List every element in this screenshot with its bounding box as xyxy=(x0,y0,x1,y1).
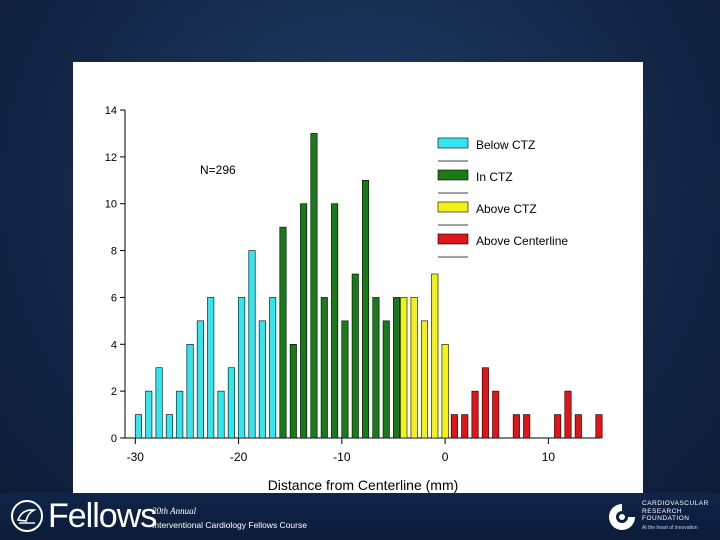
x-tick-label: 10 xyxy=(542,450,556,464)
x-axis-label: Distance from Centerline (mm) xyxy=(268,477,459,493)
bar-below-ctz xyxy=(186,343,194,439)
chart-panel: 0 2 4 6 8 10 12 14 -30 -20 -10 0 10 N=296 Distance fro… xyxy=(73,62,643,495)
bar-in-ctz xyxy=(382,320,390,439)
bar-above-centerline xyxy=(461,414,469,439)
bar-above-centerline xyxy=(564,390,572,439)
legend-label: Above CTZ xyxy=(476,202,537,216)
x-tick-label: -30 xyxy=(127,450,145,464)
bar-in-ctz xyxy=(310,133,318,439)
bar-below-ctz xyxy=(155,367,163,439)
bar-below-ctz xyxy=(134,414,142,439)
histogram-chart: 0 2 4 6 8 10 12 14 -30 -20 -10 0 10 N=296 Distance fro… xyxy=(105,105,603,493)
bar-below-ctz xyxy=(207,297,215,439)
crf-logo-icon xyxy=(609,504,635,530)
legend-swatch xyxy=(437,137,469,149)
crf-name-line3: FOUNDATION xyxy=(642,515,690,522)
legend-swatch xyxy=(437,169,469,181)
legend-label: In CTZ xyxy=(476,170,513,184)
sample-size-annotation: N=296 xyxy=(200,163,236,177)
y-tick-label: 14 xyxy=(105,105,117,117)
bar-below-ctz xyxy=(196,320,204,439)
bar-above-centerline xyxy=(554,414,562,439)
fellows-brand: Fellows xyxy=(48,497,157,535)
bar-above-ctz xyxy=(441,343,449,439)
bar-above-centerline xyxy=(450,414,458,439)
x-tick-label: 0 xyxy=(442,450,449,464)
bar-in-ctz xyxy=(331,203,339,439)
bar-above-ctz xyxy=(400,297,408,439)
bar-below-ctz xyxy=(217,390,225,439)
legend-swatch xyxy=(437,233,469,245)
bar-above-ctz xyxy=(410,297,418,439)
course-title: Interventional Cardiology Fellows Course xyxy=(152,520,307,530)
bar-below-ctz xyxy=(145,390,153,439)
y-tick-label: 4 xyxy=(111,339,117,351)
bar-above-ctz xyxy=(431,273,439,439)
bar-in-ctz xyxy=(372,297,380,439)
x-tick-label: -10 xyxy=(333,450,351,464)
bar-above-centerline xyxy=(523,414,531,439)
legend-label: Below CTZ xyxy=(476,138,535,152)
bar-above-centerline xyxy=(512,414,520,439)
bar-in-ctz xyxy=(341,320,349,439)
bar-above-centerline xyxy=(471,390,479,439)
bar-above-centerline xyxy=(492,390,500,439)
bar-above-centerline xyxy=(481,367,489,439)
bar-in-ctz xyxy=(362,179,370,439)
bar-below-ctz xyxy=(227,367,235,439)
bar-in-ctz xyxy=(320,297,328,439)
y-tick-label: 0 xyxy=(111,433,117,445)
x-tick-label: -20 xyxy=(230,450,248,464)
bar-below-ctz xyxy=(176,390,184,439)
bar-above-centerline xyxy=(574,414,582,439)
crf-name: CARDIOVASCULAR RESEARCH FOUNDATION xyxy=(642,500,709,523)
crf-tagline: At the heart of innovation xyxy=(642,525,698,531)
crf-name-line2: RESEARCH xyxy=(642,507,683,515)
bar-in-ctz xyxy=(300,203,308,439)
y-tick-label: 10 xyxy=(105,199,117,211)
bar-above-ctz xyxy=(420,320,428,439)
y-tick-label: 12 xyxy=(105,152,117,164)
crf-name-line1: CARDIOVASCULAR xyxy=(642,500,709,507)
bar-below-ctz xyxy=(258,320,266,439)
y-tick-label: 2 xyxy=(111,386,117,398)
bar-in-ctz xyxy=(289,343,297,439)
bar-in-ctz xyxy=(393,297,401,439)
footer-bar xyxy=(0,493,720,540)
bar-below-ctz xyxy=(248,250,256,439)
fellows-logo-icon xyxy=(11,500,43,532)
legend-swatch xyxy=(437,201,469,213)
bar-below-ctz xyxy=(165,414,173,439)
course-edition: 20th Annual xyxy=(152,506,197,516)
y-tick-label: 8 xyxy=(111,246,117,258)
bar-in-ctz xyxy=(351,273,359,439)
bar-below-ctz xyxy=(269,297,277,439)
legend-label: Above Centerline xyxy=(476,234,568,248)
bar-below-ctz xyxy=(238,297,246,439)
bar-in-ctz xyxy=(279,226,287,439)
y-tick-label: 6 xyxy=(111,292,117,304)
bar-above-centerline xyxy=(595,414,603,439)
